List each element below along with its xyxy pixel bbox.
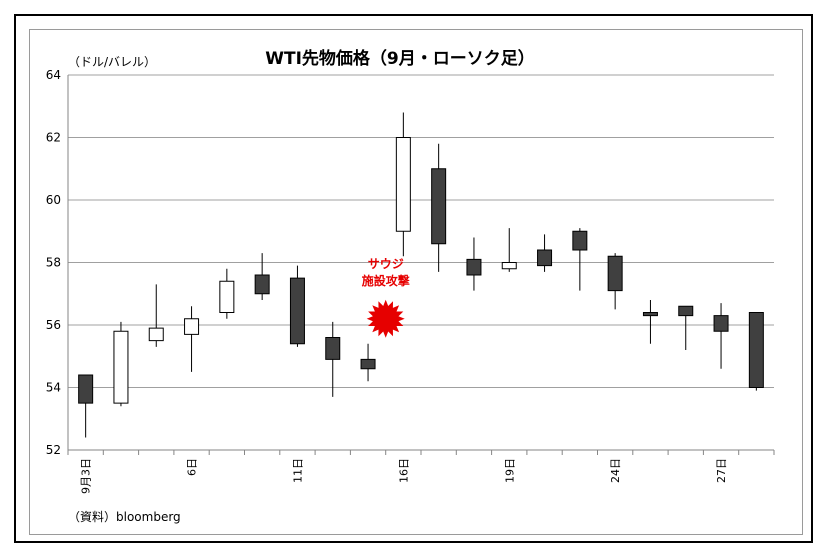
- chart-outer-border: [14, 14, 813, 543]
- candle-body: [501, 262, 517, 270]
- y-tick-label-52: 52: [46, 443, 61, 457]
- candle-20: [748, 312, 764, 391]
- x-tick-label-6: 11日: [291, 458, 304, 483]
- candle-15: [572, 228, 588, 291]
- candle-18: [678, 305, 694, 350]
- candle-body: [254, 274, 270, 295]
- candle-body: [572, 230, 588, 251]
- y-tick-label-62: 62: [46, 131, 61, 145]
- candle-3: [148, 284, 164, 347]
- candle-body: [431, 168, 447, 245]
- candle-body: [78, 374, 94, 404]
- x-tick-label-18: 27日: [715, 458, 728, 483]
- y-tick-label-54: 54: [46, 381, 61, 395]
- candle-5: [219, 268, 235, 319]
- candle-body: [360, 358, 376, 370]
- attack-starburst-marker: [366, 299, 405, 338]
- candle-body: [148, 327, 164, 342]
- candle-19: [713, 303, 729, 369]
- candle-12: [466, 237, 482, 291]
- candle-body: [113, 330, 129, 404]
- candle-7: [289, 265, 305, 347]
- y-tick-label-60: 60: [46, 193, 61, 207]
- y-tick-label-58: 58: [46, 256, 61, 270]
- candle-4: [184, 306, 200, 372]
- candle-16: [607, 253, 623, 310]
- x-tick-label-0: 9月3日: [80, 458, 93, 494]
- chart-area-border: [29, 29, 803, 535]
- y-tick-labels: 52 54 56 58 60 62 64: [46, 68, 61, 457]
- x-tick-label-9: 16日: [397, 458, 410, 483]
- candle-body: [642, 312, 658, 317]
- candle-9: [360, 343, 376, 382]
- candle-6: [254, 253, 270, 300]
- x-tick-label-12: 19日: [503, 458, 516, 483]
- candle-body: [184, 318, 200, 335]
- candle-8: [325, 321, 341, 397]
- candle-1: [78, 374, 94, 438]
- grid-lines: [68, 74, 774, 451]
- annotation-label-line-2: 施設攻撃: [362, 273, 410, 288]
- candle-body: [537, 249, 553, 267]
- source-note: （資料）bloomberg: [68, 510, 181, 524]
- y-tick-label-56: 56: [46, 318, 61, 332]
- candle-17: [642, 300, 658, 344]
- candle-13: [501, 228, 517, 272]
- x-tick-label-15: 24日: [609, 458, 622, 483]
- candle-body: [325, 337, 341, 360]
- candles: [78, 112, 764, 438]
- annotation-label-line-1: サウジ: [368, 257, 404, 271]
- candle-2: [113, 321, 129, 407]
- candle-body: [289, 277, 305, 345]
- x-tick-label-3: 6日: [186, 458, 199, 476]
- candle-body: [219, 280, 235, 313]
- candle-body: [713, 315, 729, 332]
- candle-14: [537, 234, 553, 272]
- candle-11: [431, 143, 447, 272]
- candle-body: [395, 137, 411, 232]
- y-axis-unit-label: （ドル/バレル）: [68, 55, 156, 69]
- candle-body: [607, 255, 623, 292]
- x-axis: 9月3日 6日 11日 16日 19日 24日 27日: [67, 75, 775, 494]
- chart-title: WTI先物価格（9月・ローソク足）: [265, 48, 535, 69]
- candle-body: [678, 305, 694, 317]
- y-tick-label-64: 64: [46, 68, 61, 82]
- candle-body: [466, 258, 482, 276]
- candle-body: [748, 312, 764, 388]
- candle-10: [395, 112, 411, 257]
